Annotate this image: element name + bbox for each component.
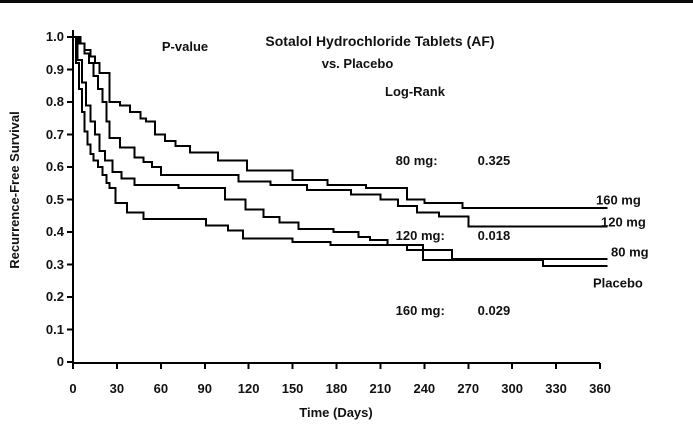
x-tick-label: 120 [237,381,260,396]
x-tick-label: 210 [369,381,392,396]
x-tick-label: 30 [109,381,125,396]
y-tick-label: 0.9 [45,61,64,77]
stat-row-80mg: 80 mg: 0.325 [374,138,511,183]
x-tick-label: 300 [501,381,523,396]
y-tick-label: 0.3 [45,256,64,272]
stat-row-160mg: 160 mg: 0.029 [374,288,511,333]
y-tick-label: 0.8 [45,94,64,109]
x-tick-label: 0 [69,381,77,396]
curve-160-mg [73,36,608,209]
scan-border-top [0,0,693,3]
x-tick-label: 240 [413,381,436,396]
x-tick-label: 360 [589,381,611,396]
pvalue-heading: P-value [161,39,209,54]
chart-title: Sotalol Hydrochloride Tablets (AF) [265,33,495,49]
y-tick-label: 0.1 [45,321,64,337]
stat-value: 0.325 [477,153,511,168]
y-tick-label: 0.7 [45,126,64,142]
logrank-heading: Log-Rank [385,84,445,99]
y-tick-label: 0.4 [45,224,64,239]
series-label-80-mg: 80 mg [611,244,649,260]
curve-80-mg [73,36,608,260]
x-tick-label: 330 [545,381,567,396]
logrank-stats: 80 mg: 0.325 120 mg: 0.018 160 mg: 0.029 [374,108,511,363]
y-tick-label: 0.6 [45,159,64,174]
x-tick-label: 270 [457,381,480,396]
stat-row-120mg: 120 mg: 0.018 [374,213,511,258]
axes [72,30,600,364]
x-tick-label: 150 [281,381,304,396]
x-tick-label: 90 [197,381,212,396]
y-tick-label: 0.2 [45,289,64,304]
series-label-placebo: Placebo [593,275,643,291]
series-label-120-mg: 120 mg [601,214,646,230]
series-label-160-mg: 160 mg [596,192,641,208]
x-tick-label: 60 [153,381,169,396]
stat-value: 0.018 [477,228,511,243]
y-axis-title: Recurrence-Free Survival [7,111,22,269]
stat-label: 120 mg: [395,228,445,243]
x-tick-label: 180 [325,381,348,396]
x-axis-title: Time (Days) [299,405,373,420]
curve-placebo [73,36,608,267]
y-tick-label: 1.0 [45,29,64,44]
chart-subtitle: vs. Placebo [321,56,394,71]
stat-label: 80 mg: [395,153,438,168]
stat-value: 0.029 [477,303,511,318]
stat-label: 160 mg: [395,303,445,318]
y-tick-label: 0 [56,354,64,369]
y-tick-label: 0.5 [45,191,64,207]
curve-120-mg [73,36,608,228]
